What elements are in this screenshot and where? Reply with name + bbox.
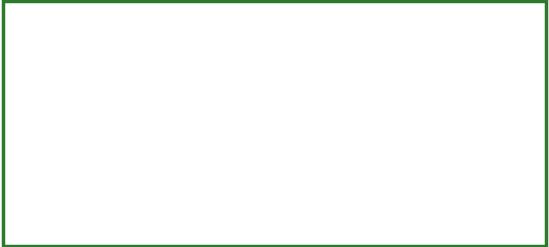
Text: cross-sectional area of the material: cross-sectional area of the material xyxy=(63,180,323,195)
Text: none of the above: none of the above xyxy=(63,220,197,235)
Text: type of material: type of material xyxy=(63,141,181,156)
Text: temperature difference of the material: temperature difference of the material xyxy=(63,101,347,116)
Text: Choose the wrong statement. Heat transfer by conduction depends on: Choose the wrong statement. Heat transfe… xyxy=(16,22,535,37)
Text: thickness of the material: thickness of the material xyxy=(63,62,247,77)
